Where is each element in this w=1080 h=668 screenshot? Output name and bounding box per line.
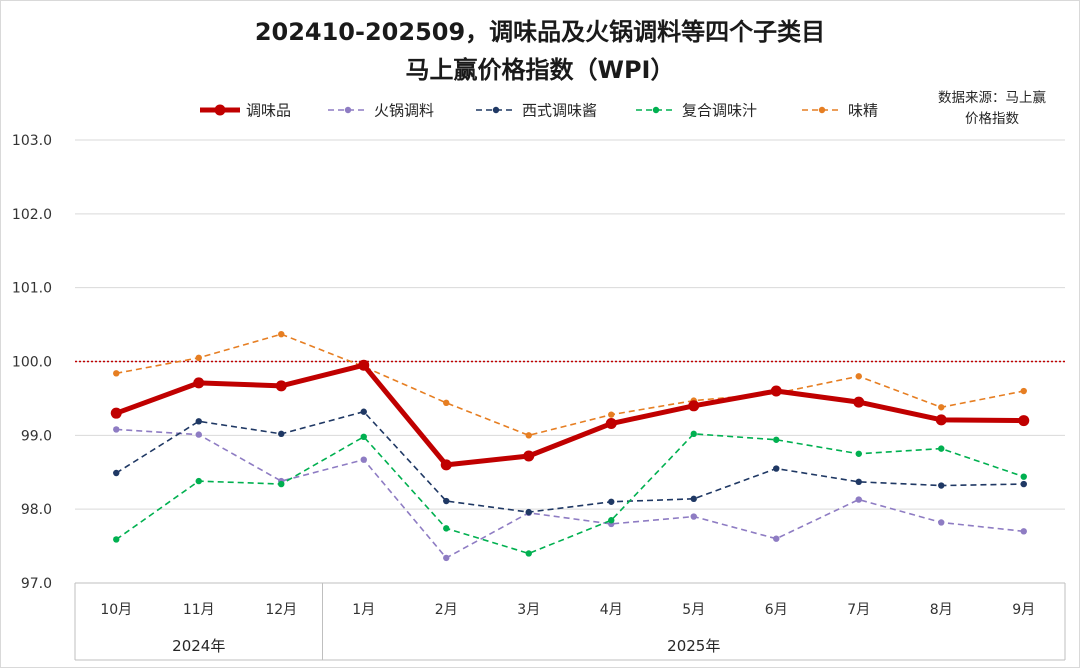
series-point-1 bbox=[938, 519, 945, 526]
x-tick-label: 5月 bbox=[682, 602, 705, 618]
data-source-line1: 数据来源：马上赢 bbox=[938, 90, 1046, 106]
series-point-4 bbox=[443, 399, 450, 407]
chart-title-line1: 202410-202509，调味品及火锅调料等四个子类目 bbox=[254, 18, 826, 46]
x-tick-label: 11月 bbox=[183, 602, 215, 618]
x-tick-label: 12月 bbox=[265, 602, 297, 618]
series-point-2 bbox=[1020, 480, 1027, 488]
x-tick-label: 1月 bbox=[352, 602, 375, 618]
series-point-2 bbox=[938, 482, 945, 489]
year-group-label: 2025年 bbox=[667, 637, 720, 655]
y-tick-label: 101.0 bbox=[12, 281, 52, 297]
legend-marker-3 bbox=[652, 106, 660, 114]
series-point-2 bbox=[773, 465, 780, 472]
legend-marker-1 bbox=[344, 106, 352, 114]
series-line-3 bbox=[115, 433, 1025, 555]
x-tick-label: 9月 bbox=[1012, 602, 1035, 618]
legend-marker-4 bbox=[818, 106, 826, 114]
series-point-1 bbox=[855, 496, 862, 503]
series-point-2 bbox=[278, 430, 285, 438]
series-point-1 bbox=[113, 426, 120, 433]
legend-label-0: 调味品 bbox=[246, 102, 291, 120]
x-tick-label: 6月 bbox=[765, 602, 788, 618]
series-point-3 bbox=[360, 433, 367, 441]
series-point-4 bbox=[1020, 387, 1027, 395]
series-line-4 bbox=[116, 333, 1024, 437]
data-source-line2: 价格指数 bbox=[965, 111, 1019, 127]
y-tick-label: 99.0 bbox=[21, 428, 52, 444]
series-point-0 bbox=[605, 418, 617, 430]
y-tick-label: 98.0 bbox=[21, 502, 52, 518]
series-line-2 bbox=[115, 410, 1024, 513]
series-point-0 bbox=[853, 396, 865, 408]
series-point-1 bbox=[360, 456, 367, 463]
series-point-4 bbox=[113, 370, 120, 377]
y-tick-label: 102.0 bbox=[12, 207, 52, 223]
series-point-0 bbox=[1018, 415, 1030, 427]
year-group-label: 2024年 bbox=[172, 637, 225, 655]
series-point-0 bbox=[935, 414, 947, 426]
series-point-0 bbox=[523, 450, 535, 462]
series-point-0 bbox=[770, 385, 782, 397]
series-point-3 bbox=[938, 445, 945, 452]
x-tick-label: 8月 bbox=[930, 602, 953, 618]
series-point-0 bbox=[688, 400, 700, 412]
x-tick-label: 4月 bbox=[600, 602, 623, 618]
x-tick-label: 3月 bbox=[517, 602, 540, 618]
series-point-1 bbox=[195, 431, 202, 438]
x-tick-label: 7月 bbox=[847, 602, 870, 618]
x-tick-label: 2月 bbox=[435, 602, 458, 618]
series-line-1 bbox=[116, 428, 1024, 559]
series-point-3 bbox=[608, 517, 615, 524]
series-point-3 bbox=[1020, 473, 1027, 480]
series-point-2 bbox=[525, 508, 532, 516]
series-point-3 bbox=[195, 477, 202, 485]
series-point-4 bbox=[525, 432, 532, 439]
y-tick-label: 103.0 bbox=[12, 133, 52, 149]
series-point-0 bbox=[440, 459, 452, 471]
series-point-2 bbox=[113, 469, 120, 477]
series-point-4 bbox=[278, 330, 285, 338]
series-point-2 bbox=[195, 418, 202, 425]
series-point-0 bbox=[193, 377, 205, 389]
series-line-0 bbox=[115, 362, 1024, 468]
series-point-3 bbox=[443, 525, 450, 532]
legend-marker-0 bbox=[214, 104, 226, 116]
series-point-4 bbox=[195, 354, 202, 362]
series-point-1 bbox=[1020, 528, 1027, 535]
series-point-3 bbox=[690, 430, 697, 438]
legend-label-4: 味精 bbox=[848, 102, 878, 120]
series-point-0 bbox=[110, 407, 122, 419]
legend-label-1: 火锅调料 bbox=[374, 102, 434, 120]
legend-label-3: 复合调味汁 bbox=[682, 102, 757, 120]
series-point-4 bbox=[938, 404, 945, 411]
series-point-2 bbox=[608, 498, 615, 505]
legend-label-2: 西式调味酱 bbox=[522, 102, 597, 120]
series-point-0 bbox=[275, 380, 287, 392]
legend-marker-2 bbox=[492, 106, 500, 114]
series-point-2 bbox=[443, 497, 450, 505]
series-point-1 bbox=[690, 513, 697, 520]
data-source-note: 数据来源：马上赢 价格指数 bbox=[922, 88, 1062, 130]
series-point-1 bbox=[443, 554, 450, 562]
series-point-3 bbox=[278, 480, 285, 488]
series-point-2 bbox=[855, 478, 862, 486]
series-point-2 bbox=[360, 408, 367, 415]
series-point-3 bbox=[773, 436, 780, 443]
series-point-1 bbox=[773, 535, 780, 542]
y-tick-label: 100.0 bbox=[12, 355, 52, 371]
chart-title-line2: 马上赢价格指数（WPI） bbox=[405, 56, 675, 84]
series-point-0 bbox=[358, 359, 370, 371]
series-point-3 bbox=[855, 450, 862, 457]
series-point-2 bbox=[690, 495, 697, 503]
series-point-4 bbox=[608, 411, 615, 418]
x-tick-label: 10月 bbox=[100, 602, 132, 618]
y-tick-label: 97.0 bbox=[21, 576, 52, 592]
series-point-3 bbox=[113, 536, 120, 543]
series-point-4 bbox=[855, 373, 862, 380]
series-point-3 bbox=[525, 550, 532, 557]
